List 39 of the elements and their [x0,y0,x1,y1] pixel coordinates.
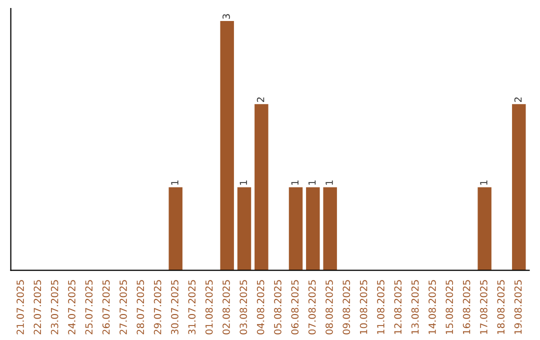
x-tick-label: 23.07.2025 [50,280,58,334]
x-tick-label: 19.08.2025 [514,280,522,334]
x-tick-label: 12.08.2025 [394,280,402,334]
data-label: 1 [308,180,316,185]
x-tick-label: 26.07.2025 [102,280,110,334]
x-tick-label: 22.07.2025 [34,280,42,334]
x-tick-label: 15.08.2025 [446,280,454,334]
x-tick-label: 21.07.2025 [16,280,24,334]
x-tick-label: 03.08.2025 [240,280,248,334]
x-tick-label: 08.08.2025 [326,280,333,334]
x-tick-label: 27.07.2025 [120,280,127,334]
x-tick-label: 28.07.2025 [136,280,144,334]
x-tick-label: 06.08.2025 [291,280,299,334]
x-tick-label: 11.08.2025 [377,280,384,334]
x-tick-label: 13.08.2025 [411,280,419,334]
x-tick-label: 25.07.2025 [85,280,93,334]
data-label: 1 [326,180,333,185]
x-tick-label: 02.08.2025 [222,280,230,334]
x-tick-label: 31.07.2025 [188,280,196,334]
data-label: 1 [291,180,298,185]
x-tick-label: 04.08.2025 [256,280,264,334]
x-tick-label: 24.07.2025 [68,280,76,334]
x-tick-label: 10.08.2025 [360,280,368,334]
data-label: 1 [480,180,488,185]
x-tick-label: 14.08.2025 [428,280,436,334]
data-label: 2 [514,97,522,102]
data-label: 1 [171,180,178,185]
data-label: 2 [256,97,264,102]
x-tick-label: 16.08.2025 [462,280,470,334]
x-tick-label: 05.08.2025 [274,280,282,334]
x-tick-label: 01.08.2025 [205,280,213,334]
x-tick-label: 09.08.2025 [342,280,350,334]
x-tick-label: 07.08.2025 [308,280,316,334]
x-tick-label: 29.07.2025 [154,280,162,334]
data-label: 3 [222,14,230,19]
data-label: 1 [240,180,247,185]
x-tick-label: 18.08.2025 [497,280,505,334]
x-tick-label: 17.08.2025 [480,280,488,334]
x-tick-label: 30.07.2025 [171,280,178,334]
